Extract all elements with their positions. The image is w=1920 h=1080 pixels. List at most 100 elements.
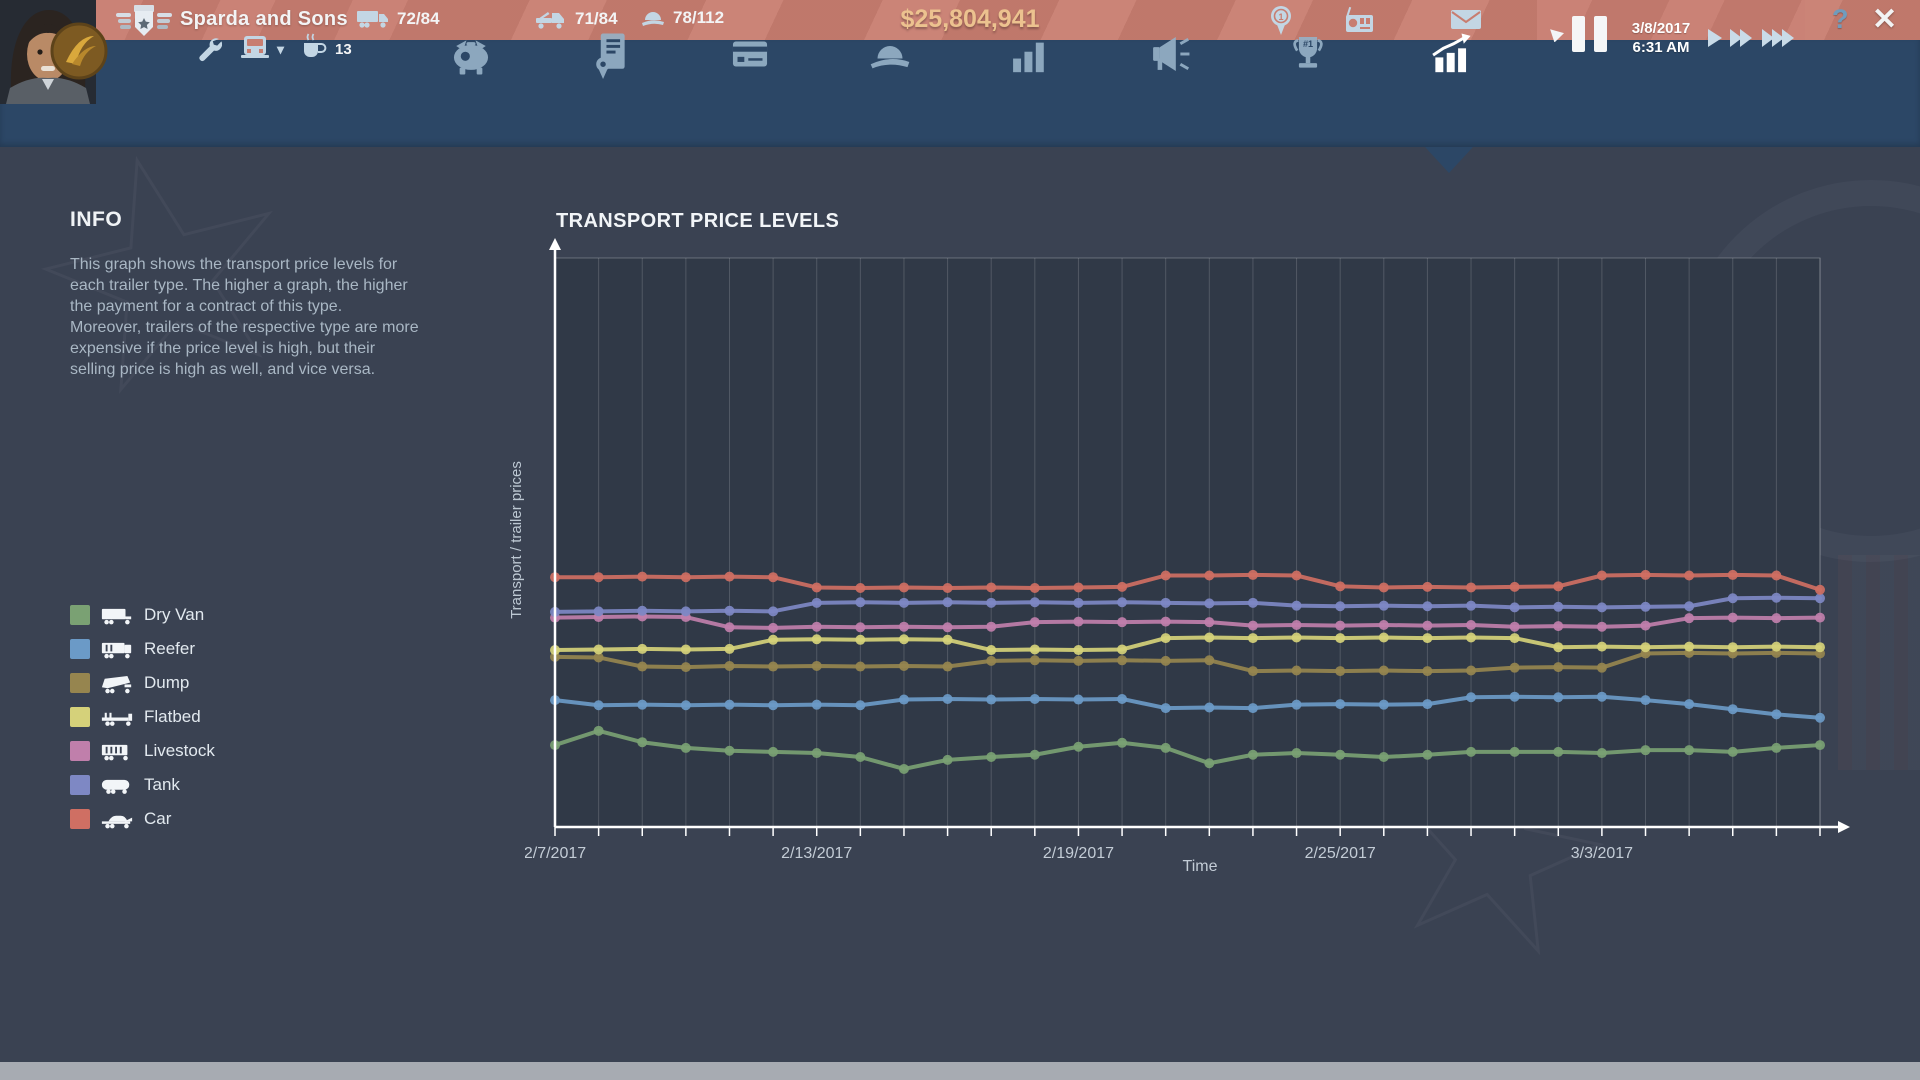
staff-cap-icon [870,46,910,69]
truck-icon [356,8,390,30]
svg-text:2/25/2017: 2/25/2017 [1305,845,1376,862]
money-display[interactable]: $25,804,941 [900,5,1040,33]
game-time: 6:31 AM [1632,38,1690,56]
info-panel-title: INFO [70,208,123,231]
legend-label: Tank [144,775,180,794]
coffee-count: 13 [335,40,352,58]
help-button[interactable]: ? [1832,4,1849,34]
tab-statistics[interactable] [1004,29,1054,79]
legend-label: Dry Van [144,605,205,624]
drivers-count: 78/112 [673,8,725,27]
fast-forward-icon [1730,29,1752,47]
tab-price-levels[interactable] [1424,29,1474,79]
tab-achievements[interactable]: #1 [1283,29,1333,79]
tow-truck-icon [534,8,568,30]
pause-button[interactable] [1572,16,1607,52]
legend-item-flatbed: Flatbed [70,700,215,734]
car-trailer-icon [100,809,134,830]
piggy-bank-icon [453,40,489,75]
nav-bar [0,40,1920,147]
play-speed-2-button[interactable] [1728,27,1756,49]
notification-flag-icon [1550,26,1566,42]
price-levels-chart: 2/7/2017 2/13/2017 2/19/2017 2/25/2017 3/3/2… [524,236,1865,896]
credit-card-icon [732,41,768,67]
svg-text:2/7/2017: 2/7/2017 [525,845,586,862]
ranking-medal-button[interactable]: 1 [1268,4,1294,36]
bar-chart-icon [1013,42,1044,73]
contracts-icon [596,33,625,79]
chart-title: TRANSPORT PRICE LEVELS [556,210,840,232]
legend-item-tank: Tank [70,768,215,802]
garage-select-button[interactable]: ▾ [240,34,284,65]
legend-color-swatch [70,809,90,829]
play-speed-3-button[interactable] [1760,27,1798,49]
tab-finances[interactable] [725,29,775,79]
legend-label: Dump [144,673,190,692]
tab-contracts[interactable] [586,29,636,79]
reefer-trailer-icon [100,639,134,660]
play-speed-1-button[interactable] [1706,27,1724,49]
driver-cap-icon [640,9,666,27]
game-date: 3/8/2017 [1631,20,1691,37]
coffee-cup-icon [300,33,328,65]
svg-text:2/13/2017: 2/13/2017 [781,845,852,862]
tab-marketing[interactable] [1144,29,1194,79]
legend-color-swatch [70,775,90,795]
close-button[interactable]: ✕ [1872,3,1898,36]
svg-text:2/19/2017: 2/19/2017 [1043,845,1114,862]
trailers-count: 71/84 [575,9,618,28]
active-tab-pointer [1425,147,1473,173]
svg-text:#1: #1 [1303,39,1313,49]
play-icon [1708,29,1722,47]
wrench-icon [196,36,223,67]
drivers-stat[interactable]: 78/112 [640,8,724,28]
company-emblem-icon [116,5,172,36]
trucks-stat[interactable]: 72/84 [356,8,440,30]
legend-color-swatch [70,741,90,761]
mail-button[interactable] [1450,8,1482,30]
repair-button[interactable] [196,36,223,67]
megaphone-icon [1153,36,1190,72]
svg-text:1: 1 [1278,12,1283,22]
tank-trailer-icon [100,775,134,796]
tab-bank[interactable] [446,29,496,79]
garage-truck-icon [240,34,270,65]
trailers-stat[interactable]: 71/84 [534,8,618,30]
game-datetime: 3/8/2017 6:31 AM [1616,20,1706,58]
chevron-down-icon: ▾ [277,41,285,57]
pause-bar-icon [1594,16,1607,52]
legend-color-swatch [70,707,90,727]
legend-label: Car [144,809,172,828]
legend-color-swatch [70,673,90,693]
tab-staff[interactable] [865,29,915,79]
company-name: Sparda and Sons [180,8,348,30]
legend-label: Flatbed [144,707,201,726]
dump-trailer-icon [100,673,134,694]
info-panel-body: This graph shows the transport price lev… [70,254,420,380]
svg-text:3/3/2017: 3/3/2017 [1571,845,1633,862]
flatbed-trailer-icon [100,707,134,728]
company-logo-icon [50,22,108,80]
legend-item-dry-van: Dry Van [70,598,215,632]
livestock-trailer-icon [100,741,134,762]
chart-legend: Dry Van Reefer Dump Flatbed Livestock Tank Car [70,598,215,836]
legend-item-dump: Dump [70,666,215,700]
company-emblem [116,5,172,37]
line-chart-canvas: 2/7/2017 2/13/2017 2/19/2017 2/25/2017 3/3/2… [524,238,1850,862]
legend-item-car: Car [70,802,215,836]
pause-bar-icon [1572,16,1585,52]
info-paragraph-1: This graph shows the transport price lev… [70,256,408,315]
price-trend-icon [1432,33,1471,73]
legend-label: Reefer [144,639,196,658]
radio-button[interactable] [1342,6,1376,34]
rest-coffee-indicator[interactable]: 13 [300,33,352,65]
legend-item-reefer: Reefer [70,632,215,666]
info-paragraph-2: Moreover, trailers of the respective typ… [70,319,419,378]
screen-bottom-strip [0,1062,1920,1080]
fastest-forward-icon [1762,29,1794,47]
legend-item-livestock: Livestock [70,734,215,768]
company-logo-badge[interactable] [50,22,108,80]
chart-x-axis-label: Time [1182,858,1218,875]
legend-color-swatch [70,605,90,625]
